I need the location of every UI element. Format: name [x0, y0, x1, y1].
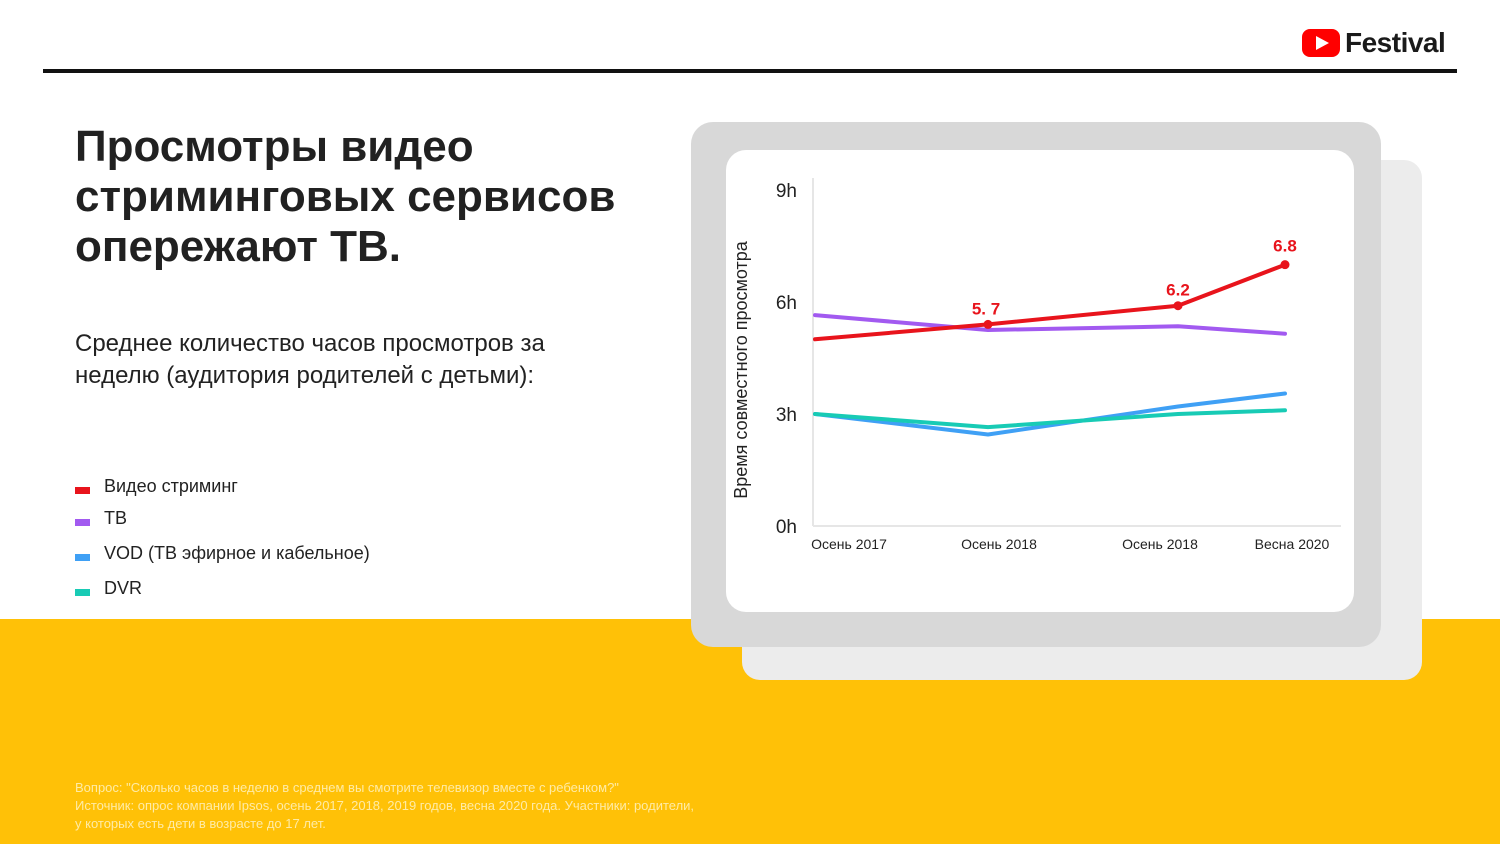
- footnote-line-1: Вопрос: "Сколько часов в неделю в средне…: [75, 780, 619, 795]
- y-tick-label: 0h: [776, 517, 797, 538]
- legend-item-vod: VOD (ТВ эфирное и кабельное): [75, 541, 370, 565]
- data-point: [1173, 301, 1183, 311]
- legend-swatch-dvr: [75, 588, 90, 596]
- x-tick-label: Весна 2020: [1255, 536, 1330, 552]
- data-label: 6.8: [1273, 237, 1297, 256]
- top-rule: [43, 69, 1457, 73]
- legend-item-streaming: Видео стриминг: [75, 474, 238, 498]
- data-label: 6.2: [1166, 281, 1190, 300]
- y-tick-label: 3h: [776, 405, 797, 426]
- data-label: 5. 7: [972, 299, 1000, 318]
- legend-label-dvr: DVR: [104, 577, 143, 598]
- legend-swatch-streaming: [75, 486, 90, 494]
- logo-text: Festival: [1345, 27, 1446, 58]
- footnote: Вопрос: "Сколько часов в неделю в средне…: [75, 779, 835, 833]
- footnote-line-2: Источник: опрос компании Ipsos, осень 20…: [75, 798, 695, 813]
- x-tick-label: Осень 2017: [811, 536, 887, 552]
- data-point: [983, 319, 993, 329]
- x-tick-label: Осень 2018: [1122, 536, 1198, 552]
- legend-label-vod: VOD (ТВ эфирное и кабельное): [104, 542, 370, 563]
- legend-swatch-vod: [75, 553, 90, 561]
- footnote-line-3: у которых есть дети в возрасте до 17 лет…: [75, 816, 326, 831]
- chart-subtitle: Среднее количество часов просмотров за н…: [75, 330, 545, 389]
- x-tick-label: Осень 2018: [961, 536, 1037, 552]
- series-line-3: [813, 408, 1287, 430]
- festival-logo: Festival: [1302, 27, 1446, 59]
- y-axis-label: Время совместного просмотра: [731, 240, 751, 499]
- legend-label-tv: ТВ: [104, 507, 128, 528]
- y-tick-label: 9h: [776, 181, 797, 202]
- series-line-0: [813, 262, 1287, 342]
- tv-screen: [726, 150, 1354, 612]
- data-point: [1280, 260, 1290, 270]
- legend-swatch-tv: [75, 518, 90, 526]
- page-title: Просмотры видео стриминговых сервисов оп…: [75, 122, 616, 271]
- legend-label-streaming: Видео стриминг: [104, 475, 238, 496]
- youtube-play-icon: [1302, 29, 1340, 57]
- legend-item-dvr: DVR: [75, 576, 142, 600]
- legend-item-tv: ТВ: [75, 506, 127, 530]
- y-tick-label: 6h: [776, 293, 797, 314]
- series-line-1: [813, 313, 1287, 336]
